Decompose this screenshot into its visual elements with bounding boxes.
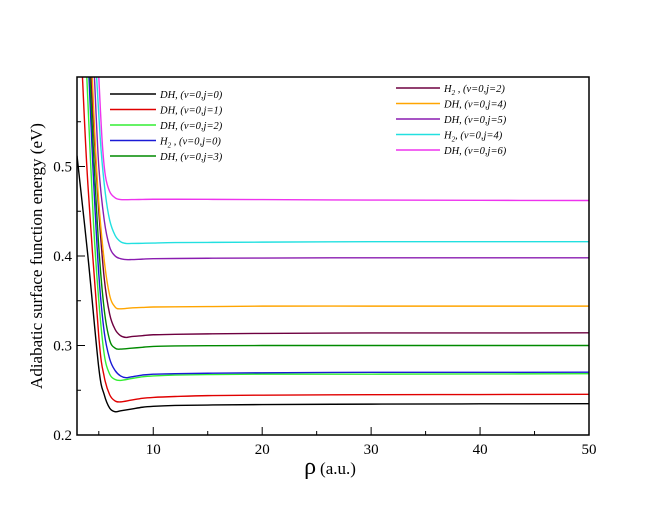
series-line-6 <box>91 77 589 310</box>
series-line-0 <box>77 155 589 413</box>
series-line-1 <box>81 77 589 403</box>
y-tick-label: 0.5 <box>53 160 72 176</box>
series-layer <box>77 77 589 413</box>
legend-label: DH, (v=0,j=6) <box>443 146 507 157</box>
y-axis-title: Adiabatic surface function energy (eV) <box>27 123 46 389</box>
legend-label: DH, (v=0,j=0) <box>159 90 223 101</box>
y-tick-label: 0.3 <box>53 339 72 355</box>
x-tick-label: 40 <box>473 442 488 458</box>
series-line-7 <box>93 77 589 261</box>
legend-label: DH, (v=0,j=2) <box>159 121 223 132</box>
y-tick-label: 0.2 <box>53 428 72 444</box>
x-tick-label: 20 <box>255 442 270 458</box>
legend-label: H2, (v=0,j=4) <box>443 131 503 144</box>
legend-label: DH, (v=0,j=3) <box>159 152 223 163</box>
y-axis: 0.2 0.3 0.4 0.5 <box>53 121 85 444</box>
series-line-5 <box>90 77 589 339</box>
legend-label: H2 , (v=0,j=0) <box>159 137 221 150</box>
y-tick-label: 0.4 <box>53 249 72 265</box>
legend-label: DH, (v=0,j=1) <box>159 106 223 117</box>
series-line-3 <box>88 77 589 379</box>
legend-right: H2 , (v=0,j=2) DH, (v=0,j=4) DH, (v=0,j=5)… <box>396 84 507 157</box>
x-axis: 10 20 30 40 50 <box>98 427 597 458</box>
x-axis-title: ρ (a.u.) <box>304 454 356 480</box>
x-tick-label: 50 <box>582 442 597 458</box>
series-line-9 <box>98 77 589 202</box>
x-tick-label: 10 <box>146 442 161 458</box>
legend-left: DH, (v=0,j=0) DH, (v=0,j=1) DH, (v=0,j=2) H… <box>110 90 223 163</box>
legend-label: DH, (v=0,j=5) <box>443 115 507 126</box>
series-line-2 <box>86 77 589 382</box>
legend-label: DH, (v=0,j=4) <box>443 100 507 111</box>
series-line-8 <box>95 77 589 245</box>
x-tick-label: 30 <box>364 442 379 458</box>
plot-frame <box>76 76 590 436</box>
series-line-4 <box>89 77 589 350</box>
legend-label: H2 , (v=0,j=2) <box>443 84 505 97</box>
